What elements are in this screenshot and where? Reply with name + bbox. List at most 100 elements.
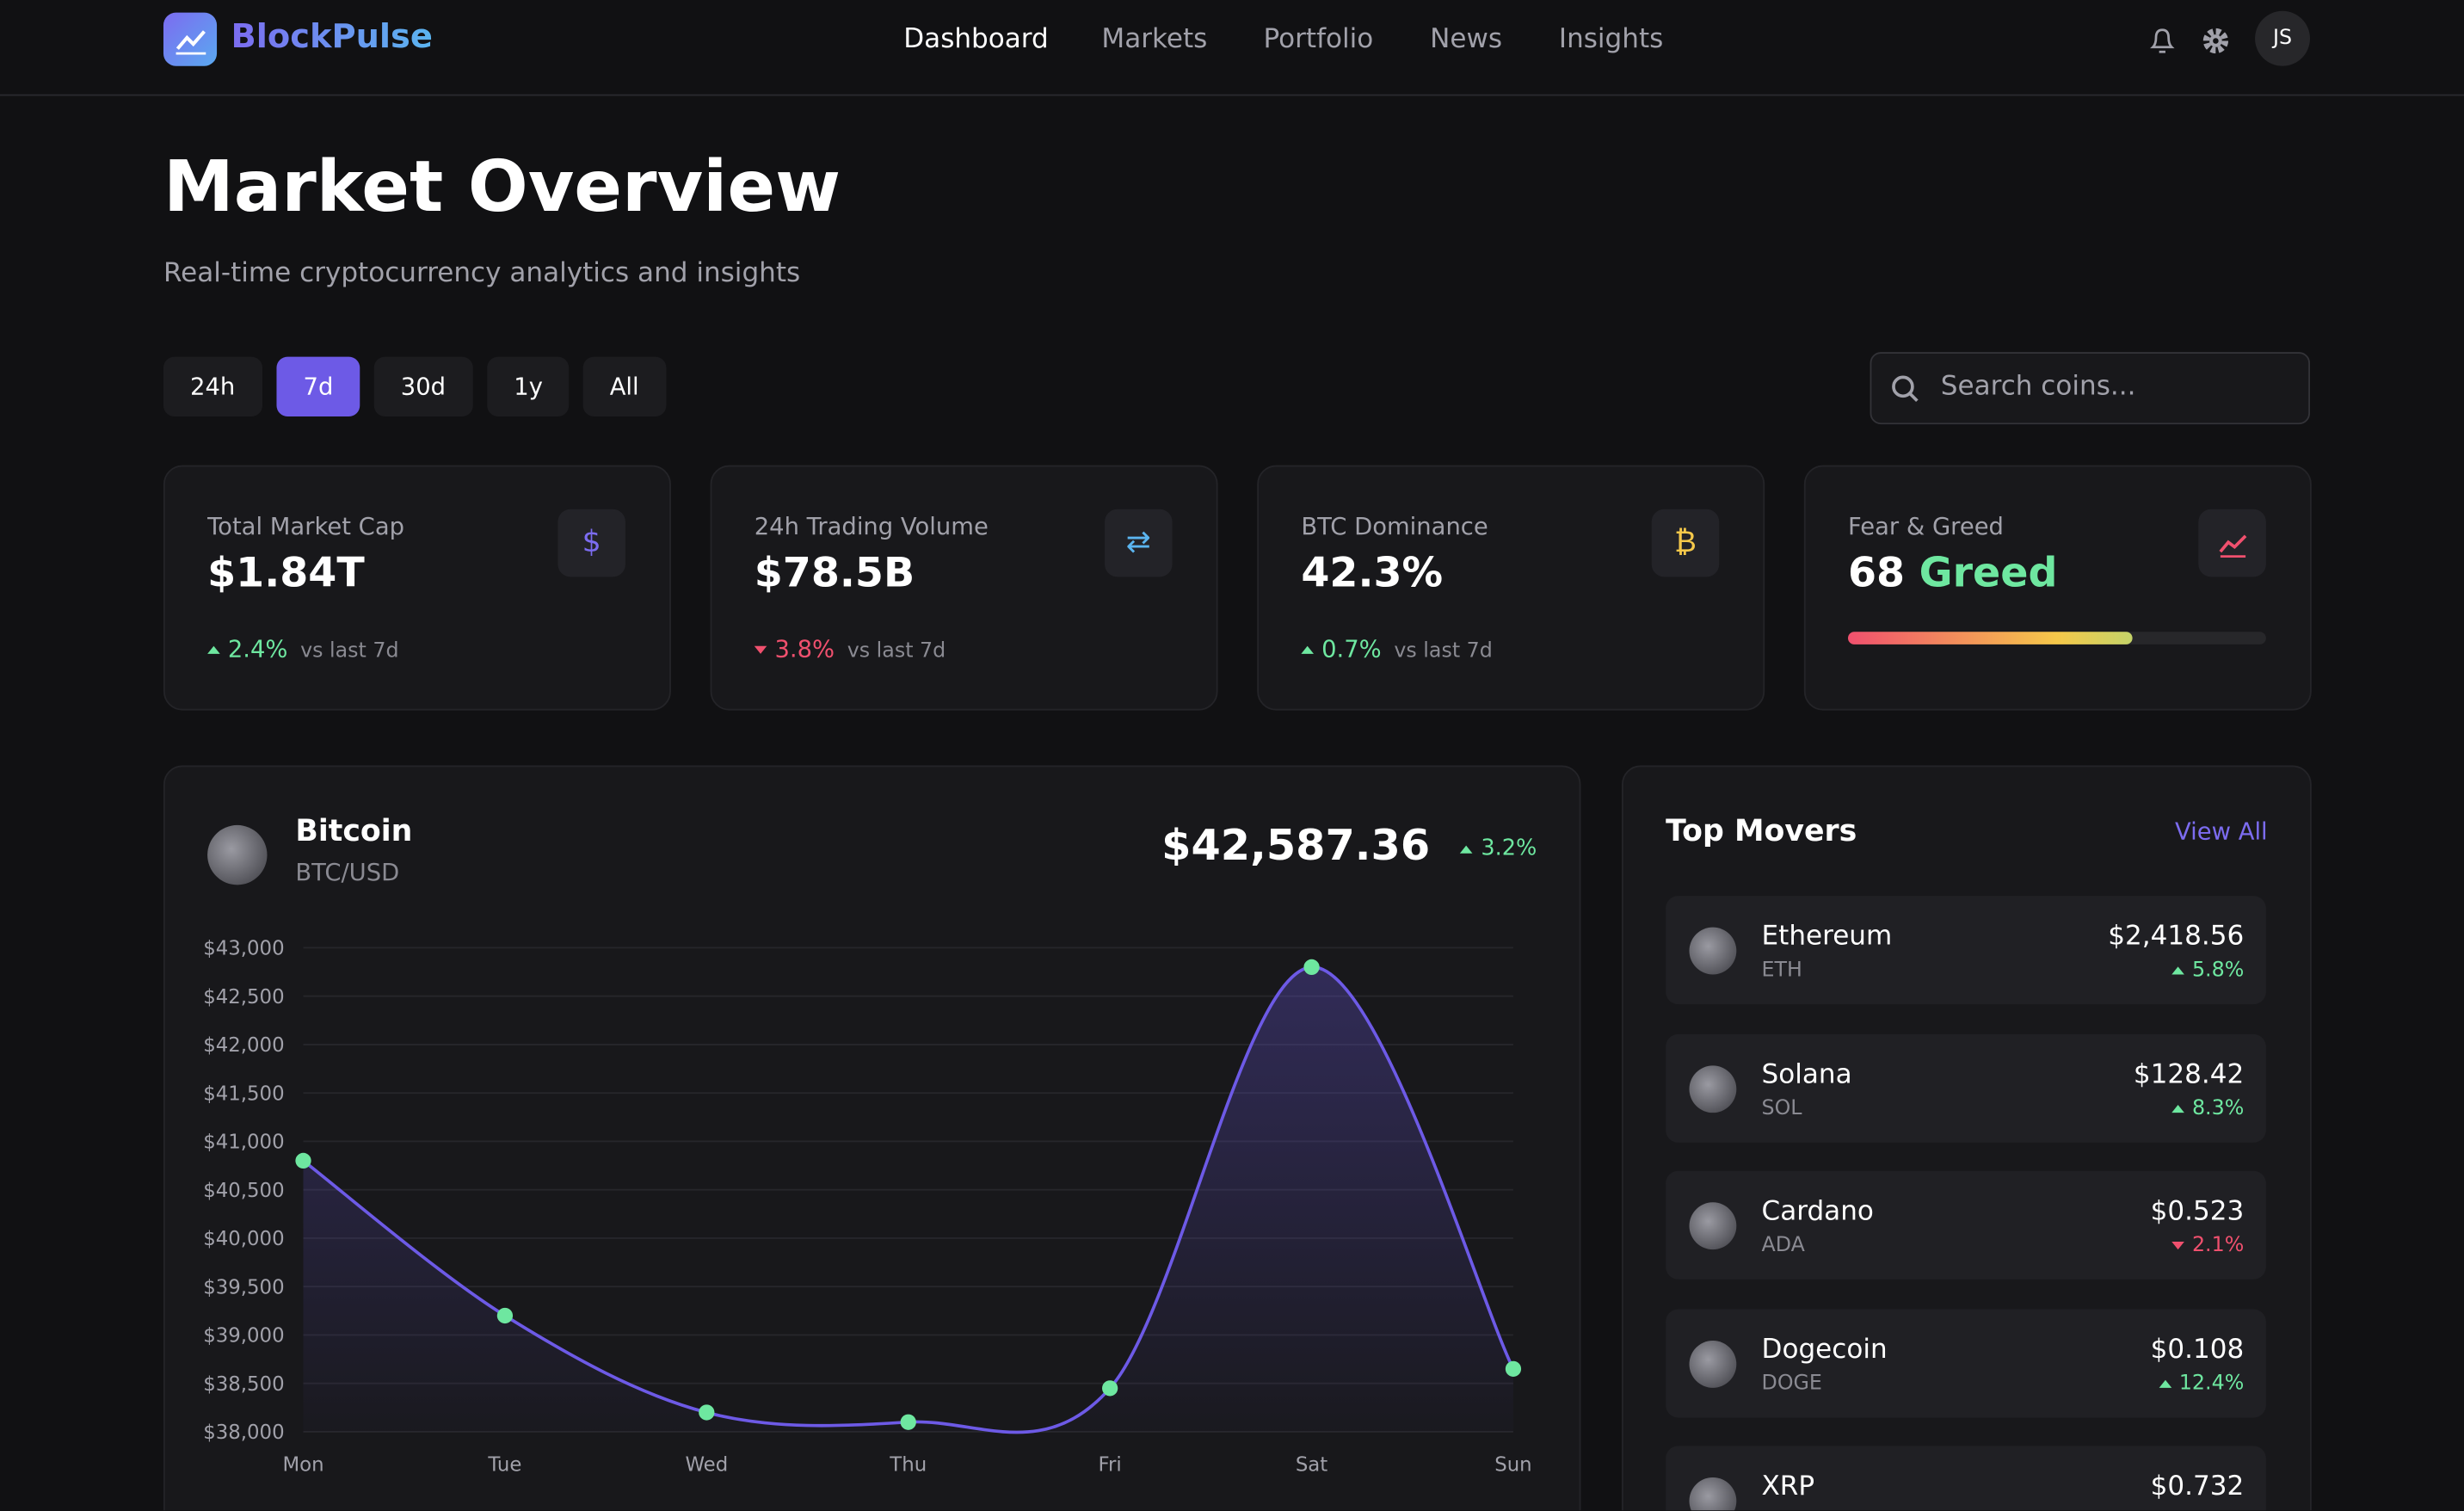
point <box>900 1414 916 1430</box>
mover-symbol: SOL <box>1761 1096 1802 1120</box>
filter-button[interactable]: 30d <box>373 356 473 417</box>
search-box[interactable]: Search coins... <box>1870 352 2310 425</box>
search-placeholder: Search coins... <box>1940 371 2136 403</box>
mover-row[interactable]: Ethereum ETH $2,418.56 5.8% <box>1666 896 2266 1005</box>
coin-icon <box>207 824 268 885</box>
movers-title: Top Movers <box>1666 814 1857 849</box>
stat-card: Total Market Cap $1.84T $2.4% vs last 7d <box>163 465 671 711</box>
stat-label: BTC Dominance <box>1301 512 1488 541</box>
mover-row[interactable]: Cardano ADA $0.523 2.1% <box>1666 1171 2266 1280</box>
x-tick-label: Sun <box>1494 1454 1531 1477</box>
coin-icon <box>1689 1202 1737 1250</box>
stat-icon: ⇄ <box>1105 509 1173 577</box>
mover-row[interactable]: Solana SOL $128.42 8.3% <box>1666 1033 2266 1143</box>
coin-change-value: 3.2% <box>1481 836 1537 861</box>
change: 2.4% vs last 7d <box>207 634 399 663</box>
mover-name: Ethereum <box>1761 921 1893 953</box>
point <box>1102 1380 1118 1397</box>
bell-icon[interactable] <box>2147 25 2178 57</box>
stat-value: $78.5B <box>754 550 915 598</box>
coin-change: 3.2% <box>1460 836 1537 861</box>
coin-pair: BTC/USD <box>295 858 400 887</box>
x-tick-label: Wed <box>685 1454 728 1477</box>
mover-name: Dogecoin <box>1761 1334 1888 1366</box>
fg-score: 68 <box>1847 550 1906 598</box>
coin-price: $42,587.36 <box>1161 822 1431 871</box>
y-tick-label: $41,500 <box>203 1082 284 1105</box>
avatar[interactable]: JS <box>2255 10 2310 66</box>
mover-symbol: XRP <box>1762 1509 1802 1510</box>
mover-symbol: ETH <box>1761 959 1802 983</box>
stat-icon <box>2198 509 2266 577</box>
search-icon <box>1892 375 1919 403</box>
change: 3.8% vs last 7d <box>754 635 946 663</box>
filter-button[interactable]: 1y <box>487 356 570 417</box>
view-all[interactable]: View All <box>2174 817 2268 846</box>
change-value: 2.4% <box>227 634 288 663</box>
coin-icon <box>1689 1064 1737 1113</box>
mover-row[interactable]: Dogecoin DOGE $0.108 12.4% <box>1666 1309 2266 1418</box>
area <box>303 966 1513 1433</box>
arrow <box>207 645 220 654</box>
y-tick-label: $40,500 <box>203 1180 284 1202</box>
stat-card: 24h Trading Volume $78.5B ⇄ 3.8% vs last 7d <box>710 465 1218 711</box>
x-tick-label: Mon <box>282 1454 323 1477</box>
stat-value: $1.84T <box>207 550 365 598</box>
stat-value: 42.3% <box>1301 550 1444 598</box>
filter-button[interactable]: 7d <box>276 356 360 417</box>
x-tick-label: Tue <box>487 1454 521 1477</box>
x-tick-label: Thu <box>889 1454 927 1477</box>
point <box>699 1404 715 1421</box>
nav-link[interactable]: Insights <box>1558 23 1664 55</box>
stat-note: vs last 7d <box>300 639 399 663</box>
logo[interactable] <box>163 12 218 66</box>
mover-price: $2,418.56 <box>2108 921 2245 953</box>
coin-icon <box>1689 1477 1737 1511</box>
filter-button[interactable]: All <box>582 356 666 417</box>
y-tick-label: $43,000 <box>203 938 284 960</box>
mover-name: Cardano <box>1761 1196 1874 1228</box>
nav-link[interactable]: Portfolio <box>1263 23 1374 55</box>
mover-row[interactable]: XRP XRP $0.732 <box>1666 1446 2266 1511</box>
point <box>496 1307 514 1324</box>
mover-symbol: DOGE <box>1761 1372 1822 1396</box>
settings-icon[interactable] <box>2200 25 2232 57</box>
coin-name: Bitcoin <box>295 814 413 849</box>
change-value: 5.8% <box>2191 959 2245 983</box>
page-title: Market Overview <box>163 145 841 228</box>
coin-icon <box>1689 1340 1737 1388</box>
nav-link[interactable]: News <box>1430 23 1503 55</box>
change-value: 8.3% <box>2191 1096 2245 1120</box>
stat-label: Fear & Greed <box>1847 512 2004 541</box>
mover-symbol: ADA <box>1761 1234 1805 1258</box>
filter-button[interactable]: 24h <box>163 356 262 417</box>
stat-label: Total Market Cap <box>207 512 405 541</box>
mover-price: $0.732 <box>2150 1471 2245 1503</box>
y-tick-label: $38,000 <box>203 1422 284 1444</box>
navbar <box>0 0 2464 96</box>
gauge-fill <box>1847 632 2133 644</box>
mover-price: $128.42 <box>2133 1058 2245 1090</box>
y-tick-label: $40,000 <box>203 1228 284 1250</box>
brand[interactable]: BlockPulse <box>231 17 433 55</box>
arrow <box>754 645 767 654</box>
change-value: 12.4% <box>2178 1372 2245 1396</box>
arrow <box>1301 645 1314 654</box>
stat-icon: $ <box>557 509 625 577</box>
nav-link[interactable]: Markets <box>1101 23 1208 55</box>
mover-price: $0.523 <box>2150 1196 2245 1228</box>
stat-label: 24h Trading Volume <box>754 512 989 541</box>
line <box>302 965 1515 1434</box>
point <box>1505 1360 1522 1377</box>
change: 2.1% <box>2171 1234 2244 1258</box>
change: 12.4% <box>2159 1372 2245 1396</box>
stat-icon: ₿ <box>1651 509 1720 577</box>
arrow <box>2171 966 2184 975</box>
x-tick-label: Fri <box>1099 1454 1122 1477</box>
x-tick-label: Sat <box>1296 1454 1327 1477</box>
change: 0.7% vs last 7d <box>1301 635 1493 663</box>
mover-name: XRP <box>1761 1471 1815 1503</box>
nav-link[interactable]: Dashboard <box>903 23 1049 55</box>
